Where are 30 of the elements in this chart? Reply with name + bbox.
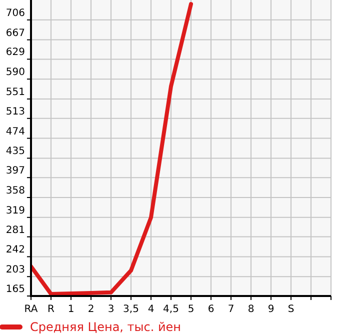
y-tick-label: 281	[6, 224, 25, 236]
x-tick-label: 7	[228, 304, 234, 315]
y-tick-label: 165	[6, 284, 25, 295]
y-tick-label: 203	[6, 264, 25, 276]
x-tick-label: 3	[108, 304, 114, 315]
x-tick-label: 2	[88, 304, 94, 315]
y-tick-label: 590	[6, 67, 25, 78]
y-tick-label: 435	[6, 146, 25, 158]
x-tick-label: 5	[188, 304, 194, 315]
y-tick-label: 551	[6, 87, 25, 98]
x-tick-label: 4	[148, 304, 154, 315]
y-tick-label: 629	[6, 47, 25, 58]
x-tick-label: 1	[68, 304, 74, 315]
y-tick-label: 397	[6, 166, 25, 177]
x-tick-label: 8	[248, 304, 254, 315]
x-tick-label: RA	[24, 304, 38, 315]
y-tick-label: 319	[6, 205, 25, 216]
x-tick-label: S	[288, 304, 294, 315]
y-tick-label: 474	[6, 126, 25, 138]
x-tick-label: 6	[208, 304, 214, 315]
legend-label: Средняя Цена, тыс. йен	[30, 320, 182, 334]
y-tick-label: 706	[6, 8, 25, 19]
y-tick-label: 513	[6, 106, 25, 118]
x-tick-label: 9	[268, 304, 274, 315]
x-tick-label: 3,5	[123, 304, 139, 315]
y-tick-label: 667	[6, 28, 25, 39]
x-tick-label: 4,5	[163, 304, 179, 315]
y-tick-label: 358	[6, 186, 25, 197]
x-tick-label: R	[48, 304, 55, 315]
y-tick-label: 242	[6, 244, 25, 256]
